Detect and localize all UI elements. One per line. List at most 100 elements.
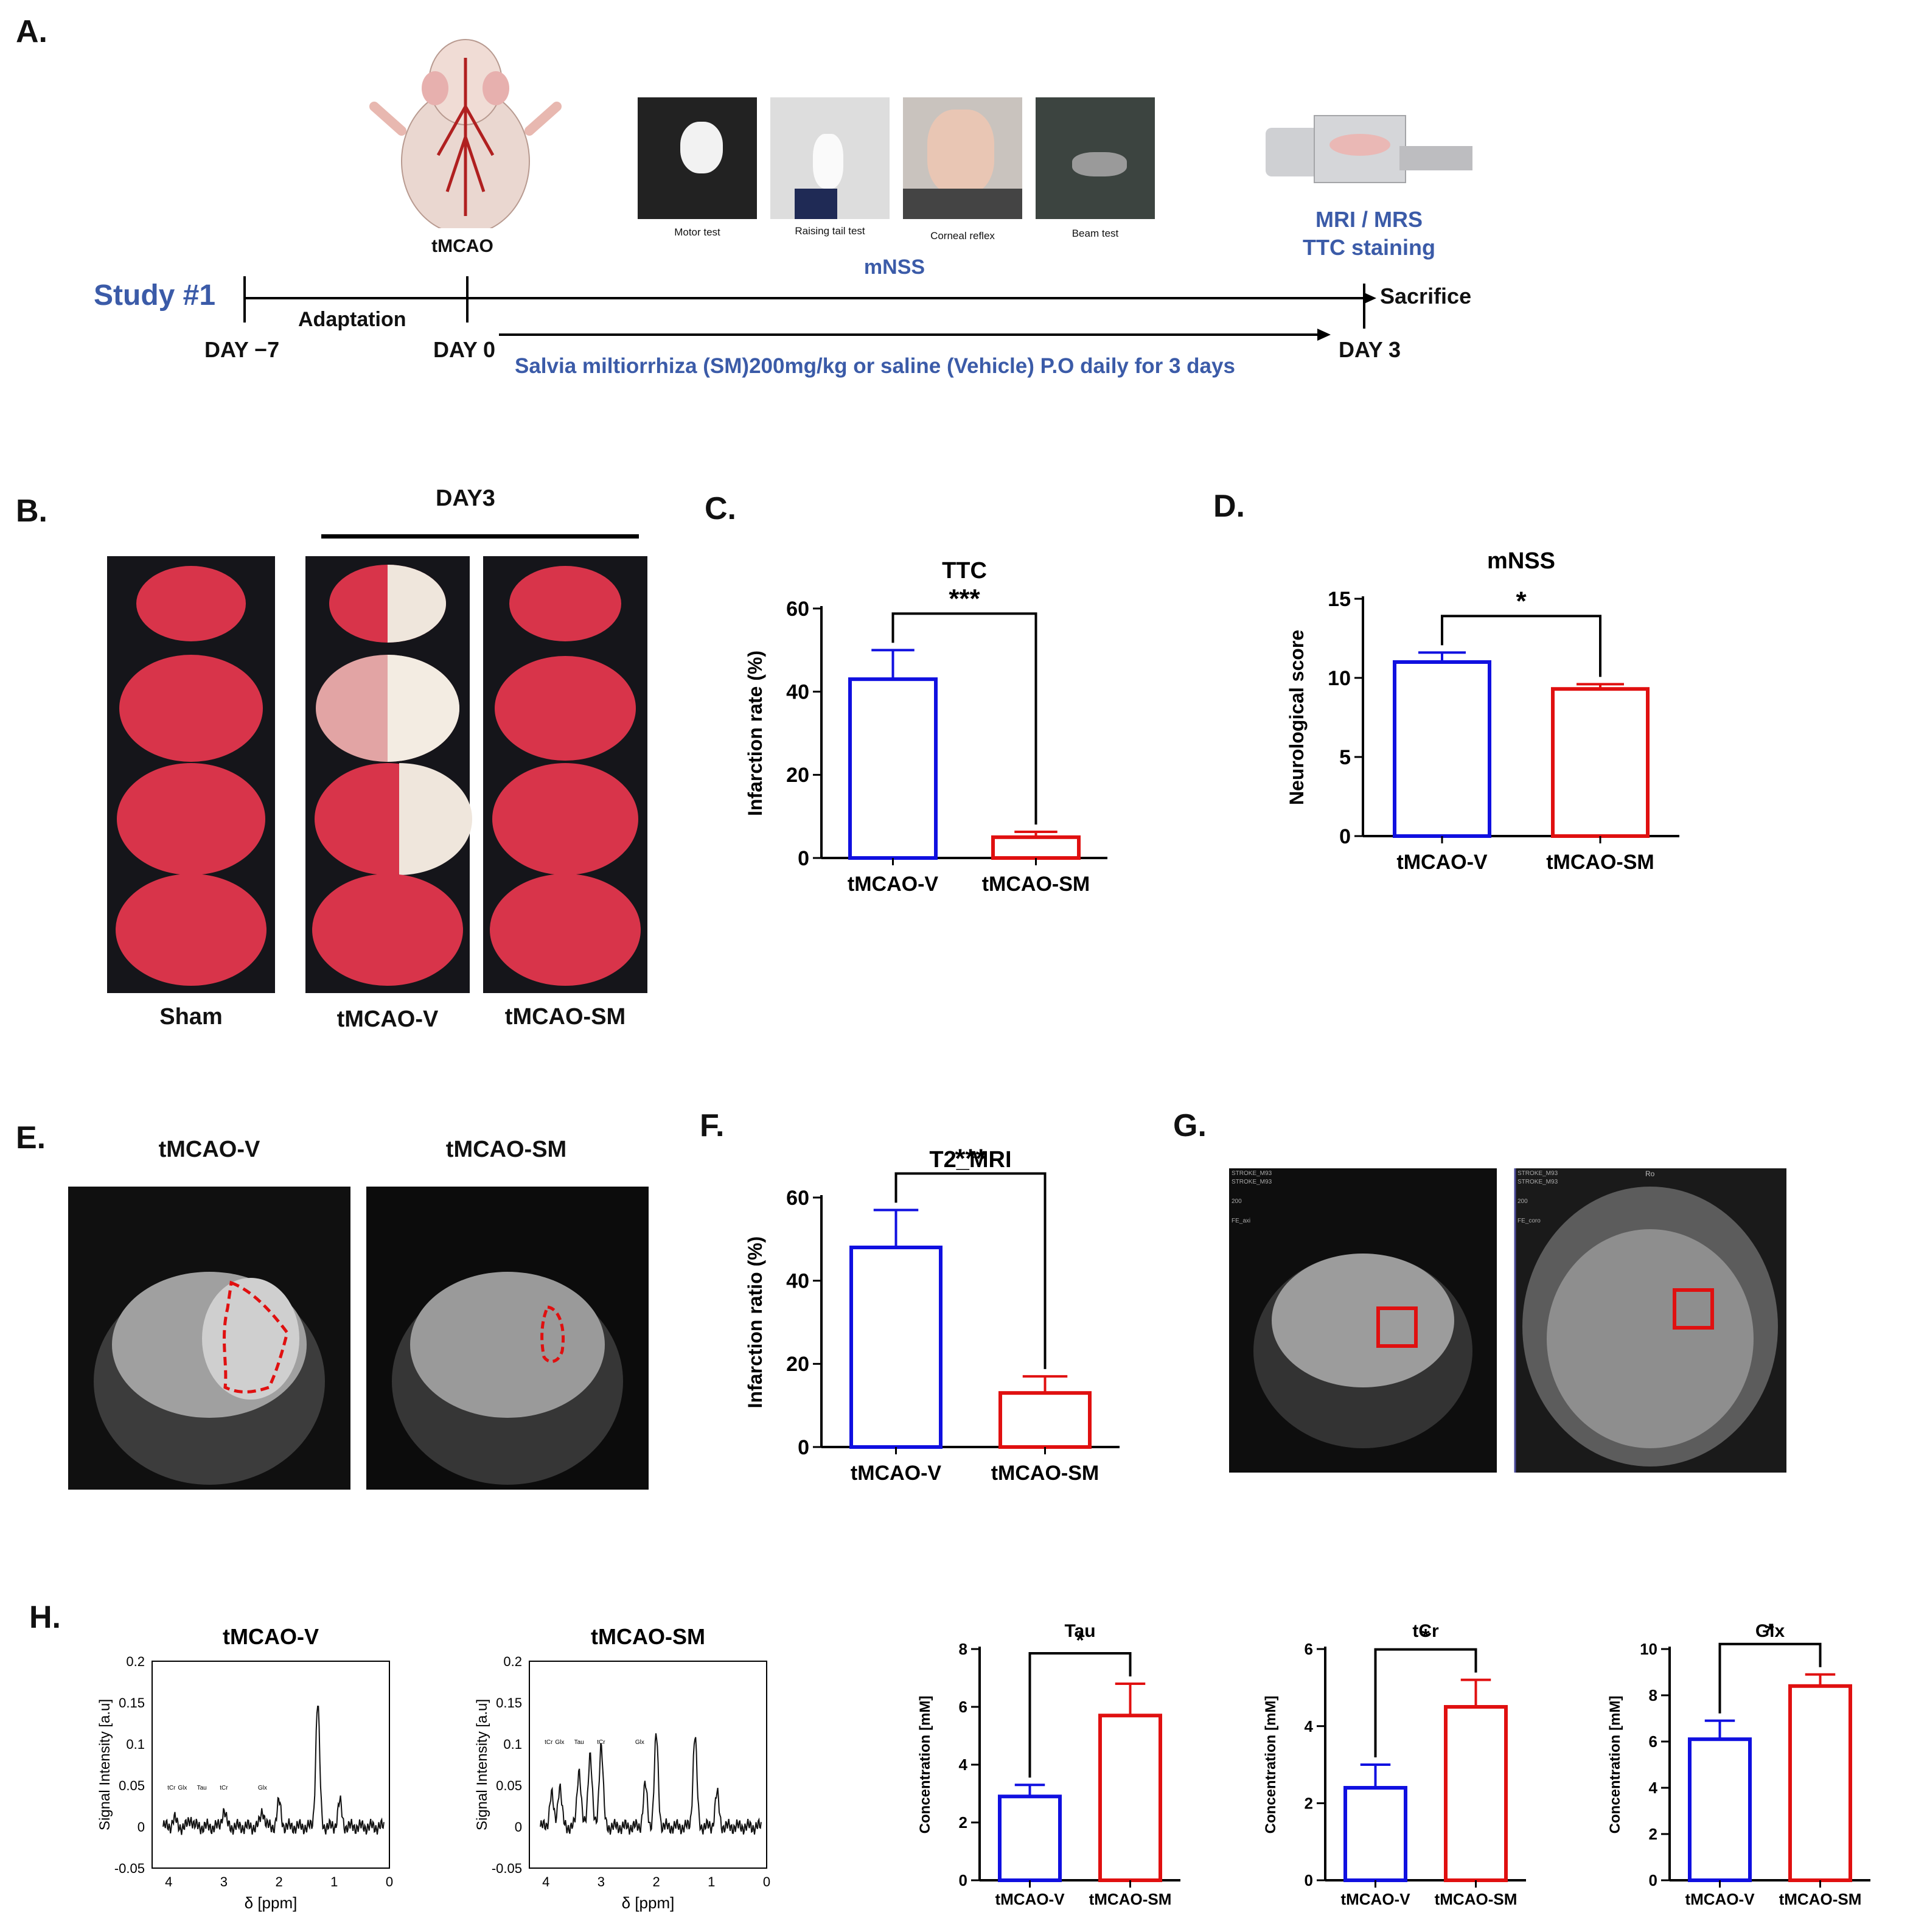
- y-tick-label: 10: [1328, 667, 1351, 690]
- rat-illustration: [369, 39, 562, 228]
- motor-test-photo: [638, 97, 757, 219]
- spectrum-y-tick: 0.1: [126, 1737, 145, 1752]
- timeline: [243, 276, 1376, 341]
- significance-bracket: [894, 1172, 1047, 1369]
- y-tick-label: 60: [786, 598, 809, 621]
- day3-title: DAY3: [436, 486, 495, 511]
- significance-bracket: [1441, 615, 1601, 677]
- bar: [991, 835, 1081, 860]
- significance-bracket: [1028, 1652, 1132, 1778]
- bar: [1393, 660, 1491, 838]
- significance-bracket: [1718, 1642, 1822, 1714]
- significance-label: *: [1076, 1629, 1084, 1652]
- y-axis-label: Concentration [mM]: [1263, 1696, 1279, 1834]
- x-tick-label: tMCAO-SM: [1546, 851, 1654, 874]
- spectrum-y-label: Signal Intensity [a.u]: [474, 1699, 490, 1830]
- corneal-reflex-photo: [903, 97, 1022, 219]
- spectrum-peak-label: tCr: [545, 1739, 553, 1746]
- test-label-1: Motor test: [674, 226, 720, 238]
- g-right-overlay-line: STROKE_M93: [1518, 1179, 1558, 1185]
- spectrum-tmcao-v: tMCAO-V 0.2 0.15 0.1 0.05 0 -0.05 4 3 2 1 0 δ [ppm] S…: [97, 1624, 393, 1912]
- y-tick-label: 15: [1328, 588, 1351, 611]
- bar: [998, 1794, 1062, 1882]
- spectrum-y-tick: -0.05: [492, 1861, 522, 1876]
- g-left-overlay-line: FE_axi: [1232, 1218, 1251, 1224]
- g-right-overlay: STROKE_M93 STROKE_M93 200 FE_coro: [1518, 1170, 1558, 1226]
- chart-title: TTC: [942, 558, 987, 584]
- y-axis-label: Concentration [mM]: [1607, 1696, 1623, 1834]
- y-tick-label: 20: [786, 764, 809, 787]
- y-axis-label: Neurological score: [1286, 630, 1308, 805]
- panel-d-label: D.: [1213, 489, 1245, 524]
- chart-title: tCr: [1412, 1621, 1439, 1641]
- tmcao-label: tMCAO: [431, 236, 493, 256]
- spectrum-tmcao-sm: tMCAO-SM 0.2 0.15 0.1 0.05 0 -0.05 4 3 2 1 0 δ [ppm]…: [474, 1624, 770, 1912]
- spectrum-peak-label: Glx: [555, 1739, 564, 1746]
- x-tick-label: tMCAO-SM: [1089, 1890, 1172, 1908]
- spectrum-x-tick: 1: [708, 1874, 715, 1889]
- bar: [1788, 1684, 1852, 1883]
- b-label-sham: Sham: [159, 1004, 223, 1030]
- spectrum-y-tick: 0.15: [496, 1695, 522, 1711]
- e-label-tmcao-v: tMCAO-V: [158, 1137, 260, 1162]
- panel-g-label: G.: [1173, 1108, 1207, 1143]
- x-tick-label: tMCAO-SM: [991, 1462, 1099, 1485]
- sacrifice-label: Sacrifice: [1380, 284, 1472, 309]
- bar: [1551, 687, 1650, 838]
- mnss-label: mNSS: [863, 256, 925, 279]
- y-axis-label: Infarction ratio (%): [744, 1236, 766, 1409]
- y-tick-label: 0: [1339, 825, 1351, 848]
- panel-e-label: E.: [16, 1120, 46, 1156]
- g-left-overlay: STROKE_M93 STROKE_M93 200 FE_axi: [1232, 1170, 1272, 1226]
- y-tick-label: 2: [1649, 1825, 1657, 1843]
- spectrum-y-label: Signal Intensity [a.u]: [97, 1699, 113, 1830]
- spectrum-y-tick: 0.05: [119, 1778, 145, 1793]
- b-label-tmcao-sm: tMCAO-SM: [504, 1004, 626, 1030]
- spectrum-x-tick: 1: [330, 1874, 338, 1889]
- day3-bar: [321, 534, 639, 539]
- panel-h-label: H.: [29, 1600, 61, 1635]
- x-tick-label: tMCAO-V: [848, 873, 939, 896]
- mrs-voxel-images: [1229, 1168, 1786, 1473]
- chart-title: Tau: [1064, 1621, 1095, 1641]
- spectrum-y-tick: 0.2: [503, 1654, 522, 1669]
- day-minus7-label: DAY −7: [204, 337, 280, 362]
- y-axis-label: Infarction rate (%): [744, 650, 766, 816]
- significance-bracket: [891, 612, 1037, 825]
- y-tick-label: 0: [1649, 1871, 1657, 1889]
- y-tick-label: 6: [1649, 1732, 1657, 1751]
- test-label-4: Beam test: [1071, 228, 1119, 239]
- bar: [1444, 1705, 1508, 1882]
- y-tick-label: 20: [786, 1353, 809, 1376]
- beam-test-photo: [1036, 97, 1155, 219]
- y-tick-label: 0: [1305, 1871, 1313, 1889]
- treatment-label: Salvia miltiorrhiza (SM)200mg/kg or sali…: [515, 354, 1235, 378]
- y-tick-label: 6: [959, 1698, 967, 1716]
- x-tick-label: tMCAO-V: [1340, 1890, 1410, 1908]
- y-tick-label: 0: [798, 1436, 809, 1459]
- panel-f-label: F.: [700, 1108, 725, 1143]
- spectrum-frame: [529, 1661, 767, 1869]
- bar: [848, 677, 938, 860]
- spectrum-y-tick: -0.05: [114, 1861, 145, 1876]
- spectrum-peak-label: Glx: [178, 1785, 187, 1791]
- panel-a-label: A.: [16, 14, 47, 49]
- spectrum-peak-label: tCr: [220, 1785, 228, 1791]
- spectrum-y-tick: 0.15: [119, 1695, 145, 1711]
- y-tick-label: 4: [959, 1756, 968, 1774]
- bar: [1098, 1714, 1162, 1882]
- study-label: Study #1: [94, 279, 216, 312]
- day3-label: DAY 3: [1339, 337, 1401, 362]
- x-tick-label: tMCAO-SM: [982, 873, 1090, 896]
- ttc-staining-label: TTC staining: [1303, 235, 1435, 260]
- spectrum-x-label: δ [ppm]: [245, 1894, 298, 1912]
- chart-title: Glx: [1755, 1621, 1785, 1641]
- spectrum-x-tick: 3: [598, 1874, 605, 1889]
- test-label-3: Corneal reflex: [930, 230, 995, 242]
- spectrum-title: tMCAO-SM: [591, 1624, 705, 1649]
- spectrum-x-label: δ [ppm]: [622, 1894, 675, 1912]
- g-ro-label: Ro: [1645, 1170, 1655, 1178]
- spectrum-trace: [162, 1706, 385, 1835]
- y-tick-label: 10: [1640, 1640, 1657, 1658]
- spectrum-trace: [540, 1733, 762, 1835]
